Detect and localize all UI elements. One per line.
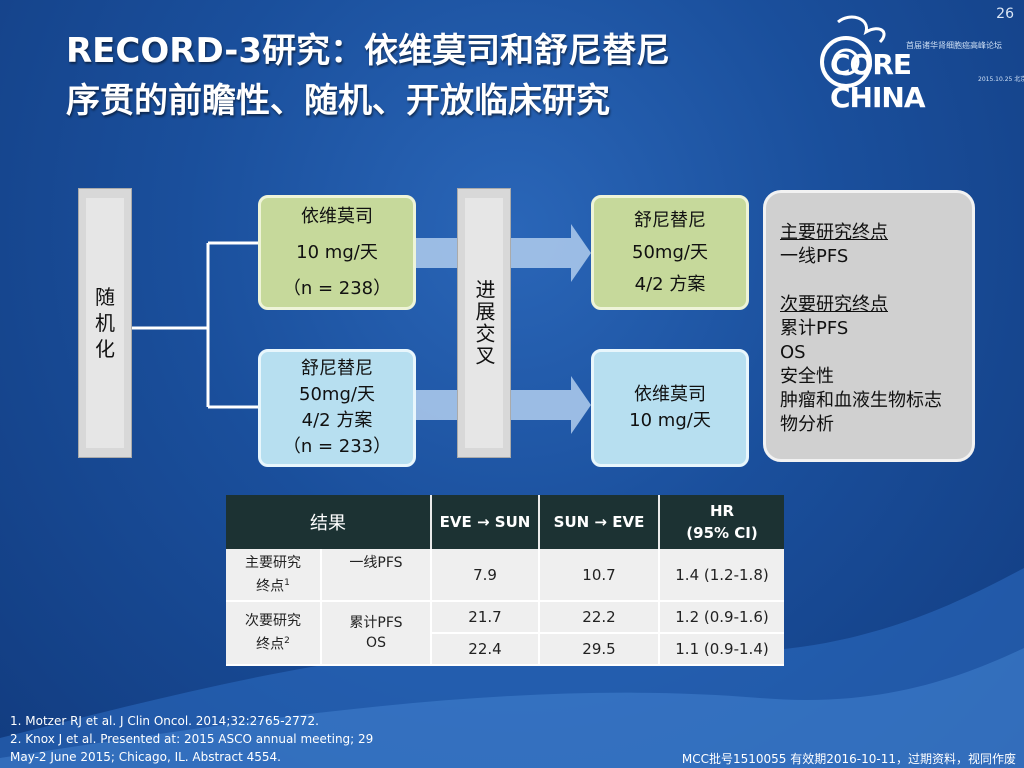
header-sun-eve: SUN → EVE — [539, 495, 660, 549]
arm2-next-box: 依维莫司 10 mg/天 — [591, 349, 749, 467]
arrow-crossover-to-arm1 — [511, 224, 591, 282]
randomize-char-1: 随 — [95, 285, 115, 309]
row-hr: 1.2 (0.9-1.6) — [659, 601, 784, 634]
header-results: 结果 — [226, 495, 432, 549]
arm2-schedule: 4/2 方案 — [301, 410, 373, 431]
randomize-char-3: 化 — [95, 337, 115, 361]
title-line-1: RECORD-3研究：依维莫司和舒尼替尼 — [66, 31, 671, 71]
crossover-inner: 进展交叉 — [465, 198, 503, 448]
references: 1. Motzer RJ et al. J Clin Oncol. 2014;3… — [10, 712, 373, 766]
row-eve-sun: 22.4 — [431, 633, 540, 666]
logo-core-text: CORE CHINA — [830, 48, 926, 114]
logo-date: 2015.10.25 北京 — [978, 76, 1024, 83]
randomize-char-2: 机 — [95, 311, 115, 335]
primary-endpoint-heading: 主要研究终点 — [780, 222, 888, 243]
primary-endpoint-item: 一线PFS — [780, 246, 849, 267]
crossover-label: 进展交叉 — [472, 279, 496, 367]
header-hr-ci: (95% CI) — [686, 524, 758, 542]
arm2-box: 舒尼替尼 50mg/天 4/2 方案 （n = 233） — [258, 349, 416, 467]
arrow-crossover-to-arm2 — [511, 376, 591, 434]
page-number: 26 — [996, 6, 1014, 22]
arm1-n: （n = 238） — [282, 277, 392, 299]
row-sun-eve: 22.2 — [539, 601, 660, 634]
header-hr: HR (95% CI) — [659, 495, 784, 549]
footer-note: MCC批号1510055 有效期2016-10-11，过期资料，视同作废 — [681, 752, 1016, 766]
reference-2: 2. Knox J et al. Presented at: 2015 ASCO… — [10, 732, 374, 746]
randomize-bracket — [132, 241, 258, 409]
arm1-next-schedule: 4/2 方案 — [634, 273, 706, 295]
row-eve-sun: 21.7 — [431, 601, 540, 634]
table-header-row: 结果 EVE → SUN SUN → EVE HR (95% CI) — [226, 495, 784, 549]
background-wave — [0, 568, 1024, 768]
row-hr: 1.1 (0.9-1.4) — [659, 633, 784, 666]
row-hr: 1.4 (1.2-1.8) — [659, 549, 784, 602]
secondary-endpoint-heading: 次要研究终点 — [780, 294, 888, 315]
arm1-box: 依维莫司 10 mg/天 （n = 238） — [258, 195, 416, 310]
randomize-box: 随 机 化 — [78, 188, 132, 458]
row-metric: 累计PFS OS — [321, 601, 432, 666]
secondary-endpoint-item: 安全性 — [780, 366, 834, 387]
arm2-drug: 舒尼替尼 — [301, 358, 373, 379]
secondary-endpoint-item: 累计PFS — [780, 318, 849, 339]
results-table: 结果 EVE → SUN SUN → EVE HR (95% CI) 主要研究 … — [226, 495, 784, 666]
core-china-logo: 首届诸华肾细胞癌高峰论坛 CORE CHINA 2015.10.25 北京 — [810, 12, 1024, 114]
logo-subtitle: 首届诸华肾细胞癌高峰论坛 — [906, 41, 1002, 50]
row-sun-eve: 29.5 — [539, 633, 660, 666]
arm2-next-dose: 10 mg/天 — [629, 410, 711, 431]
arm1-drug: 依维莫司 — [301, 205, 373, 227]
arm1-next-drug: 舒尼替尼 — [634, 209, 706, 231]
row-metric: 一线PFS — [321, 549, 432, 602]
table-row: 22.4 29.5 1.1 (0.9-1.4) — [226, 633, 784, 666]
crossover-box: 进展交叉 — [457, 188, 511, 458]
title-line-2: 序贯的前瞻性、随机、开放临床研究 — [66, 81, 610, 121]
arm2-n: （n = 233） — [282, 436, 392, 457]
arm1-next-dose: 50mg/天 — [632, 241, 708, 263]
arm2-dose: 50mg/天 — [299, 384, 375, 405]
arrow-arm2-to-crossover — [416, 390, 457, 420]
arm2-next-drug: 依维莫司 — [634, 384, 706, 405]
reference-1: 1. Motzer RJ et al. J Clin Oncol. 2014;3… — [10, 714, 319, 728]
secondary-endpoint-item: 肿瘤和血液生物标志 — [780, 390, 942, 411]
dragon-icon — [820, 15, 886, 88]
secondary-endpoint-item: 物分析 — [780, 414, 834, 435]
table-row: 主要研究 终点1 一线PFS 7.9 10.7 1.4 (1.2-1.8) — [226, 549, 784, 602]
endpoints-box: 主要研究终点 一线PFS 次要研究终点 累计PFS OS 安全性 肿瘤和血液生物… — [763, 190, 975, 462]
arrow-arm1-to-crossover — [416, 238, 457, 268]
row-group: 次要研究 终点2 — [226, 601, 322, 666]
arm1-next-box: 舒尼替尼 50mg/天 4/2 方案 — [591, 195, 749, 310]
row-sun-eve: 10.7 — [539, 549, 660, 602]
row-group: 主要研究 终点1 — [226, 549, 322, 602]
header-hr-label: HR — [709, 502, 735, 520]
secondary-endpoint-item: OS — [780, 342, 806, 363]
header-eve-sun: EVE → SUN — [431, 495, 540, 549]
slide-title: RECORD-3研究：依维莫司和舒尼替尼 序贯的前瞻性、随机、开放临床研究 — [66, 26, 806, 126]
row-eve-sun: 7.9 — [431, 549, 540, 602]
table-row: 次要研究 终点2 累计PFS OS 21.7 22.2 1.2 (0.9-1.6… — [226, 601, 784, 666]
randomize-inner: 随 机 化 — [86, 198, 124, 448]
arm1-dose: 10 mg/天 — [296, 241, 378, 263]
reference-3: May-2 June 2015; Chicago, IL. Abstract 4… — [10, 750, 281, 764]
